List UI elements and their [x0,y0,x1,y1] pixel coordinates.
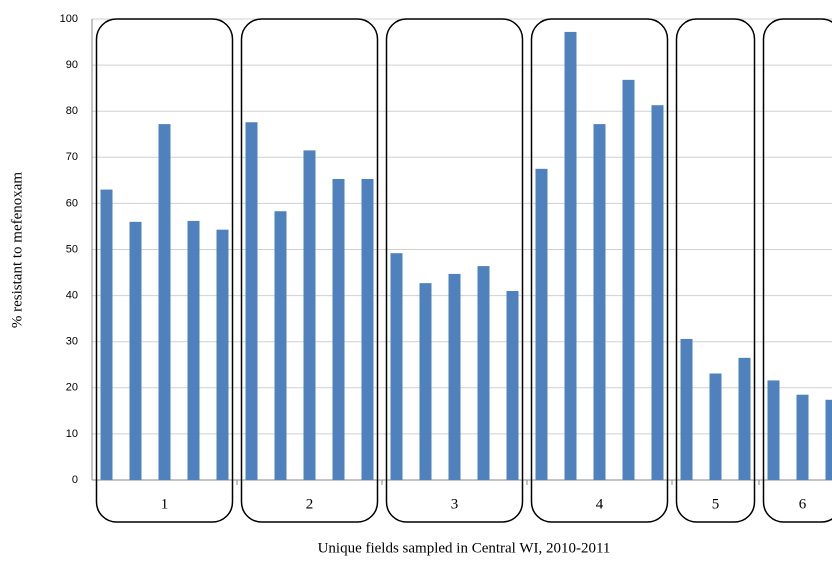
bar [303,150,316,480]
y-tick-label: 50 [66,243,78,255]
bar [129,221,142,480]
bar [593,124,606,480]
bar [158,124,171,480]
bar [796,394,809,480]
bar [245,122,258,480]
bar [738,357,751,480]
y-tick-label: 0 [72,474,78,486]
bar [187,220,200,480]
bar [477,266,490,480]
y-axis-title: % resistant to mefenoxam [9,172,25,329]
bar [709,373,722,480]
y-tick-label: 100 [60,13,78,25]
bar [361,178,374,481]
bar [622,79,635,481]
group-label: 6 [799,496,807,512]
y-tick-label: 40 [66,290,78,302]
bar [274,211,287,480]
bar [506,290,519,480]
bar [216,229,229,480]
bar [419,283,432,480]
group-box [95,18,234,523]
bar [448,273,461,480]
group-label: 1 [161,496,169,512]
y-tick-label: 30 [66,336,78,348]
group-label: 5 [712,496,720,512]
bar [680,338,693,480]
group-label: 4 [596,496,604,512]
group-box [762,18,832,523]
bar [100,189,113,480]
group-box [385,18,524,523]
group-box [530,18,669,523]
bar [651,105,664,480]
bar [332,178,345,481]
y-tick-label: 10 [66,428,78,440]
group-label: 3 [451,496,459,512]
x-axis-title: Unique fields sampled in Central WI, 201… [318,540,611,556]
bar [767,380,780,480]
y-tick-label: 80 [66,105,78,117]
y-tick-label: 20 [66,382,78,394]
bar [825,399,832,480]
group-label: 2 [306,496,314,512]
group-box [240,18,379,523]
bar [390,253,403,480]
bar [564,31,577,481]
y-tick-label: 60 [66,197,78,209]
group-box [675,18,756,523]
y-tick-label: 70 [66,151,78,163]
bar [535,168,548,480]
y-tick-label: 90 [66,59,78,71]
